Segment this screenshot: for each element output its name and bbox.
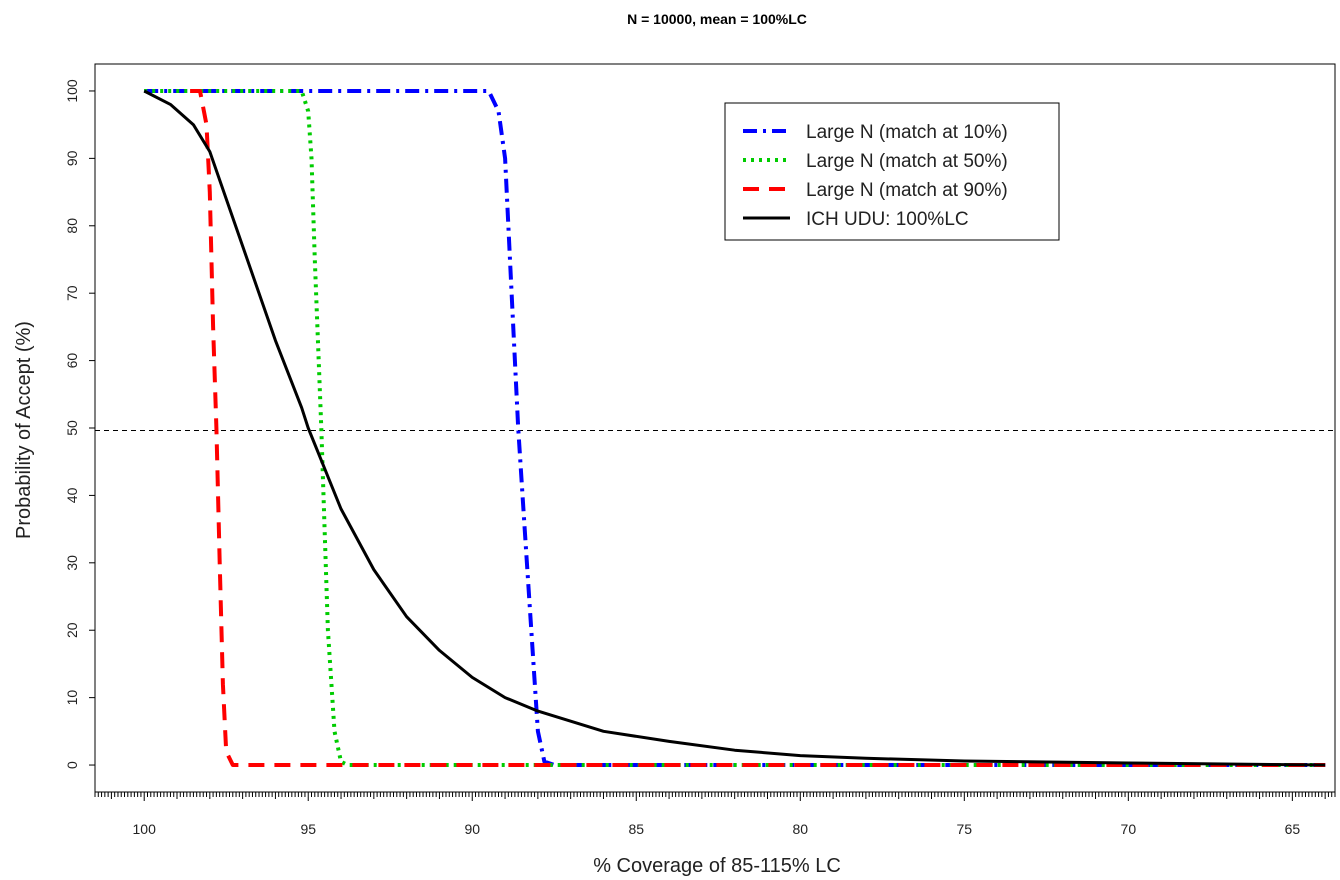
y-tick-label: 20 — [64, 622, 80, 638]
legend-label-1: Large N (match at 10%) — [806, 122, 1008, 143]
y-tick-label: 30 — [64, 555, 80, 571]
series-line-4 — [143, 89, 1326, 767]
x-tick-label: 95 — [300, 821, 316, 837]
y-tick-label: 70 — [64, 285, 80, 301]
y-axis-label: Probability of Accept (%) — [13, 321, 35, 539]
x-tick-label: 90 — [464, 821, 480, 837]
y-tick-label: 10 — [64, 690, 80, 706]
legend-label-4: ICH UDU: 100%LC — [806, 209, 969, 230]
x-tick-label: 85 — [628, 821, 644, 837]
series-line-1 — [144, 89, 1326, 767]
x-tick-label: 65 — [1285, 821, 1301, 837]
x-axis-label: % Coverage of 85-115% LC — [593, 855, 841, 877]
x-tick-label: 100 — [133, 821, 157, 837]
x-tick-label: 75 — [957, 821, 973, 837]
legend: Large N (match at 10%) Large N (match at … — [724, 102, 1060, 241]
x-tick-label: 80 — [793, 821, 809, 837]
legend-label-3: Large N (match at 90%) — [806, 180, 1008, 201]
chart-title: N = 10000, mean = 100%LC — [627, 11, 807, 27]
x-tick-label: 70 — [1121, 821, 1137, 837]
series-line-3 — [190, 89, 1326, 767]
y-tick-label: 50 — [64, 420, 80, 436]
y-tick-label: 40 — [64, 487, 80, 503]
series-line-2 — [144, 89, 1326, 767]
y-tick-label: 80 — [64, 218, 80, 234]
y-tick-label: 90 — [64, 150, 80, 166]
series-lines — [143, 89, 1326, 767]
y-tick-label: 60 — [64, 353, 80, 369]
y-tick-label: 0 — [64, 761, 80, 769]
axis-ticks: 0 10 20 30 40 50 60 70 80 90 100 100 95 90 85 80 75 70 65 — [64, 79, 1336, 837]
y-tick-label: 100 — [64, 79, 80, 103]
plot-frame — [94, 63, 1336, 793]
legend-label-2: Large N (match at 50%) — [806, 151, 1008, 172]
